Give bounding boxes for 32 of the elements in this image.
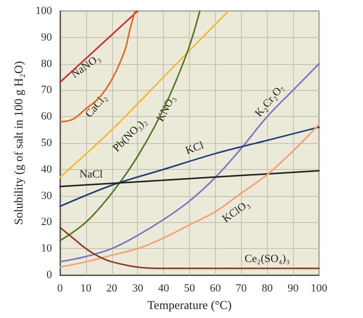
x-tick-label: 60	[210, 282, 222, 294]
x-tick-label: 50	[184, 282, 196, 294]
x-tick-label: 10	[80, 282, 92, 294]
y-tick-label: 70	[41, 84, 52, 96]
x-tick-label: 30	[132, 282, 144, 294]
x-axis-title: Temperature (°C)	[147, 298, 232, 312]
line-series	[59, 10, 230, 178]
x-tick-label: 90	[288, 282, 300, 294]
y-tick-label: 60	[41, 110, 52, 123]
y-tick-label: 0	[46, 269, 52, 281]
series-label: Ce₂(SO₄)₃	[244, 253, 290, 266]
y-tick-label: 100	[36, 5, 52, 17]
line-series	[59, 226, 320, 270]
line-series	[59, 10, 138, 84]
x-tick-label: 40	[158, 282, 170, 294]
y-tick-label: 50	[41, 137, 52, 149]
y-tick-label: 20	[41, 216, 52, 228]
line-series	[59, 10, 136, 123]
x-tick-label: 20	[106, 282, 118, 294]
text: KCl	[184, 140, 206, 158]
x-tick-label: 0	[57, 282, 64, 294]
y-tick-label: 10	[41, 242, 52, 255]
x-tick-label: 80	[262, 282, 274, 294]
y-tick-label: 30	[41, 190, 52, 202]
line-series	[59, 124, 320, 268]
y-tick-label: 40	[41, 163, 52, 176]
series-label: NaCl	[79, 168, 103, 181]
y-tick-label: 80	[41, 58, 52, 70]
y-axis-title: Solubility (g of salt in 100 g H₂O)	[12, 61, 26, 225]
y-tick-label: 90	[41, 31, 52, 44]
x-tick-label: 100	[310, 282, 328, 294]
x-tick-label: 70	[236, 282, 248, 294]
